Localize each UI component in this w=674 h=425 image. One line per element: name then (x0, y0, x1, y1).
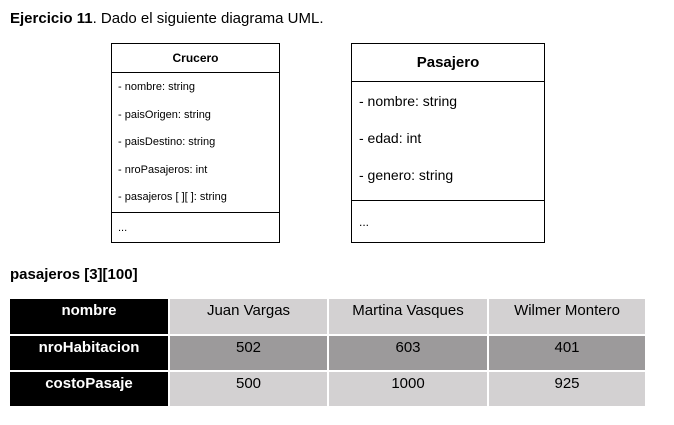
table-row: costoPasaje 500 1000 925 (10, 371, 647, 408)
table-row: nroHabitacion 502 603 401 (10, 335, 647, 372)
attribute-pais-destino: - paisDestino: string (118, 136, 216, 148)
pasajeros-table: nombre Juan Vargas Martina Vasques Wilme… (10, 299, 647, 408)
table-cell: Juan Vargas (169, 299, 329, 336)
array-label: pasajeros [3][100] (10, 266, 138, 283)
uml-class-crucero: Crucero - nombre: string - paisOrigen: s… (111, 43, 280, 243)
attribute-pais-origen: - paisOrigen: string (118, 108, 211, 121)
table-cell: Wilmer Montero (488, 299, 647, 336)
attributes-crucero: - nombre: string - paisOrigen: string - … (112, 73, 279, 213)
class-name-pasajero: Pasajero (352, 44, 544, 82)
exercise-heading: Ejercicio 11. Dado el siguiente diagrama… (10, 10, 324, 27)
uml-class-pasajero: Pasajero - nombre: string - edad: int - … (351, 43, 545, 243)
table-cell: 401 (488, 335, 647, 372)
row-header: nroHabitacion (10, 335, 170, 372)
exercise-description: . Dado el siguiente diagrama UML. (92, 10, 324, 27)
attribute-nro-pasajeros: - nroPasajeros: int (118, 163, 208, 176)
operations-pasajero: ... (359, 215, 370, 229)
table-cell: 500 (169, 371, 329, 408)
table-cell: 925 (488, 371, 647, 408)
table-cell: 1000 (328, 371, 489, 408)
table-cell: 502 (169, 335, 329, 372)
row-header: nombre (10, 299, 170, 336)
attribute-nombre: - nombre: string (118, 81, 196, 93)
operations-crucero: ... (118, 222, 128, 234)
class-name-crucero: Crucero (112, 44, 279, 73)
exercise-number: Ejercicio 11 (10, 10, 93, 27)
row-header: costoPasaje (10, 371, 170, 408)
table-cell: 603 (328, 335, 489, 372)
attribute-pasajeros: - pasajeros [ ][ ]: string (118, 191, 227, 203)
table-cell: Martina Vasques (328, 299, 489, 336)
attribute-edad: - edad: int (359, 130, 422, 146)
attribute-genero: - genero: string (359, 167, 454, 183)
table-row: nombre Juan Vargas Martina Vasques Wilme… (10, 299, 647, 336)
attribute-nombre: - nombre: string (359, 93, 458, 109)
attributes-pasajero: - nombre: string - edad: int - genero: s… (352, 82, 544, 201)
